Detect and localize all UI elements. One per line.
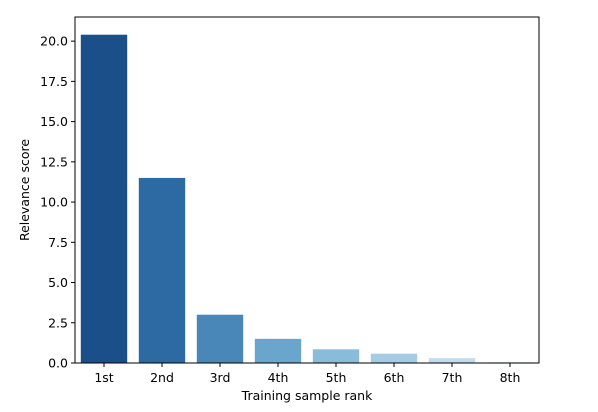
bar-6th (370, 353, 418, 363)
bars-group (80, 34, 534, 363)
y-tick-label: 20.0 (40, 34, 68, 49)
y-tick-label: 12.5 (40, 154, 68, 169)
bar-1st (80, 34, 128, 363)
x-tick-label: 5th (326, 370, 347, 385)
bar-5th (312, 349, 360, 363)
x-tick-label: 4th (268, 370, 289, 385)
x-axis-ticks: 1st 2nd 3rd 4th 5th 6th 7th 8th (94, 363, 520, 385)
x-tick-label: 6th (384, 370, 405, 385)
y-tick-label: 7.5 (48, 235, 68, 250)
plot-frame (74, 16, 540, 364)
bar-4th (254, 338, 302, 363)
y-axis-label: Relevance score (17, 139, 32, 241)
x-tick-label: 3rd (210, 370, 231, 385)
y-tick-label: 10.0 (40, 195, 68, 210)
y-tick-label: 17.5 (40, 74, 68, 89)
x-tick-label: 1st (94, 370, 113, 385)
x-axis-label: Training sample rank (241, 388, 373, 403)
y-axis-ticks: 0.0 2.5 5.0 7.5 10.0 12.5 15.0 17.5 20.0 (40, 34, 75, 371)
bar-3rd (196, 314, 244, 363)
y-tick-label: 2.5 (48, 315, 68, 330)
x-tick-label: 8th (500, 370, 521, 385)
x-tick-label: 2nd (150, 370, 174, 385)
x-tick-label: 7th (442, 370, 463, 385)
bar-7th (428, 358, 476, 363)
y-tick-label: 5.0 (48, 275, 68, 290)
y-tick-label: 0.0 (48, 356, 68, 371)
bar-2nd (138, 177, 186, 363)
y-tick-label: 15.0 (40, 114, 68, 129)
